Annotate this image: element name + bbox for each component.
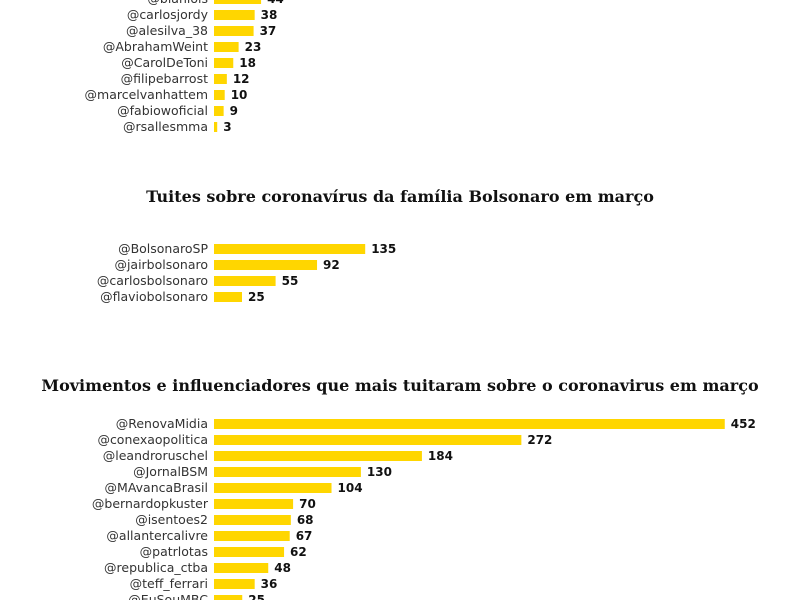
category-label: @MAvancaBrasil — [105, 480, 208, 495]
category-label: @leandroruschel — [103, 448, 208, 463]
value-label: 9 — [230, 104, 238, 118]
bar — [214, 531, 290, 541]
bar — [214, 419, 725, 429]
value-label: 62 — [290, 545, 307, 559]
category-label: @republica_ctba — [104, 560, 208, 575]
chart-movimentos-influenciadores: @RenovaMidia 452 @conexaopolitica 272 @leand… — [92, 416, 756, 600]
chart-top-influencers: @blanlois 44 @carlosjordy 38 @alesilva_38 37 @… — [85, 0, 284, 134]
bar — [214, 74, 227, 84]
value-label: 68 — [297, 513, 314, 527]
value-label: 104 — [338, 481, 363, 495]
bar — [214, 499, 294, 509]
category-label: @marcelvanhattem — [85, 87, 208, 102]
category-label: @RenovaMidia — [116, 416, 208, 431]
value-label: 36 — [261, 577, 278, 591]
value-label: 92 — [323, 258, 340, 272]
category-label: @patrlotas — [140, 544, 208, 559]
category-label: @JornalBSM — [133, 464, 208, 479]
bar — [214, 10, 255, 20]
value-label: 12 — [233, 72, 250, 86]
category-label: @carlosbolsonaro — [97, 273, 208, 288]
category-label: @filipebarrost — [121, 71, 208, 86]
bar — [214, 595, 243, 600]
bar — [214, 42, 239, 52]
category-label: @allantercalivre — [106, 528, 208, 543]
bar — [214, 563, 269, 573]
value-label: 10 — [231, 88, 248, 102]
value-label: 70 — [299, 497, 316, 511]
category-label: @BolsonaroSP — [118, 241, 208, 256]
value-label: 67 — [296, 529, 313, 543]
category-label: @fabiowoficial — [117, 103, 208, 118]
bar — [214, 435, 522, 445]
chart-familia-bolsonaro: @BolsonaroSP 135 @jairbolsonaro 92 @carlosbo… — [97, 241, 396, 304]
value-label: 44 — [267, 0, 284, 6]
category-label: @blanlois — [147, 0, 208, 6]
category-label: @teff_ferrari — [130, 576, 208, 591]
bar — [214, 58, 234, 68]
value-label: 272 — [527, 433, 552, 447]
value-label: 25 — [248, 290, 265, 304]
value-label: 452 — [731, 417, 756, 431]
category-label: @isentoes2 — [135, 512, 208, 527]
bar — [214, 292, 242, 302]
bar — [214, 90, 225, 100]
bar — [214, 515, 291, 525]
category-label: @conexaopolitica — [97, 432, 208, 447]
value-label: 18 — [239, 56, 256, 70]
category-label: @AbrahamWeint — [103, 39, 208, 54]
category-label: @jairbolsonaro — [114, 257, 208, 272]
chart-title-movimentos: Movimentos e influenciadores que mais tu… — [41, 376, 759, 395]
bar — [214, 260, 318, 270]
value-label: 184 — [428, 449, 453, 463]
value-label: 37 — [260, 24, 277, 38]
category-label: @rsallesmma — [123, 119, 208, 134]
bar — [214, 0, 262, 4]
bar — [214, 106, 224, 116]
chart-title-familia: Tuites sobre coronavírus da família Bols… — [146, 187, 654, 206]
bar — [214, 26, 254, 36]
value-label: 3 — [223, 120, 231, 134]
bar — [214, 579, 255, 589]
category-label: @flaviobolsonaro — [100, 289, 208, 304]
bar — [214, 483, 332, 493]
category-label: @EuSouMBC — [128, 592, 208, 600]
bar — [214, 276, 276, 286]
value-label: 48 — [274, 561, 291, 575]
value-label: 25 — [248, 593, 265, 600]
value-label: 130 — [367, 465, 392, 479]
value-label: 55 — [282, 274, 299, 288]
category-label: @alesilva_38 — [126, 23, 208, 38]
bar — [214, 244, 366, 254]
value-label: 23 — [245, 40, 262, 54]
category-label: @bernardopkuster — [92, 496, 209, 511]
value-label: 38 — [261, 8, 278, 22]
bar — [214, 451, 422, 461]
bar — [214, 467, 361, 477]
category-label: @carlosjordy — [127, 7, 209, 22]
category-label: @CarolDeToni — [121, 55, 208, 70]
bar — [214, 122, 218, 132]
bar — [214, 547, 285, 557]
value-label: 135 — [371, 242, 396, 256]
